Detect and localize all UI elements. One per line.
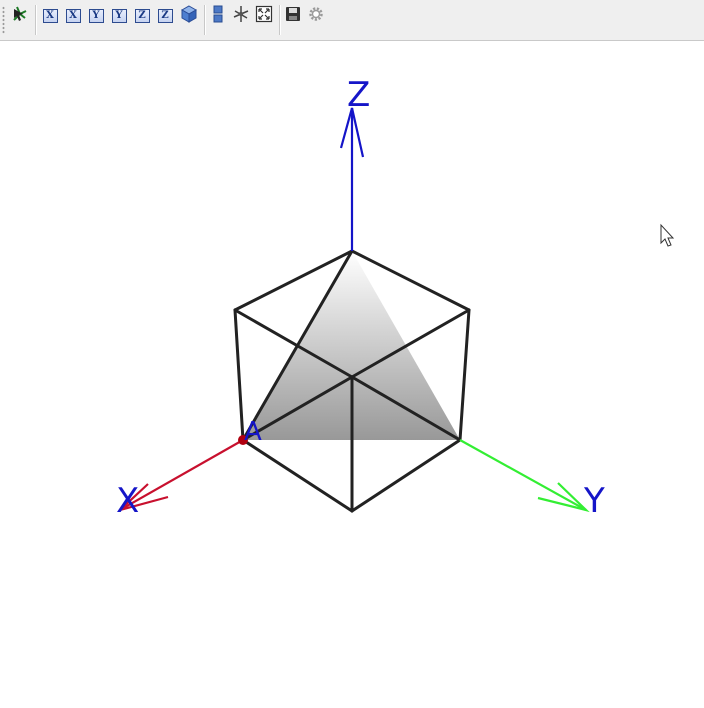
cube-edge[interactable] [350, 308, 471, 379]
triangle-edge[interactable] [241, 249, 354, 442]
view-from-y-icon: Y [88, 9, 104, 23]
point-a-label[interactable]: A [244, 417, 262, 447]
view-from-y-reverse-icon: Y [111, 9, 127, 23]
show-clipping-icon [211, 5, 225, 27]
cube-edge[interactable] [350, 249, 471, 312]
cube-edge[interactable] [458, 308, 471, 442]
move-graphics-view-button[interactable] [9, 6, 31, 26]
view-from-y-reverse-button[interactable]: Y [108, 6, 130, 26]
view-from-x-reverse-button[interactable]: X [62, 6, 84, 26]
cube-edge[interactable] [350, 375, 462, 442]
settings-button[interactable] [305, 6, 327, 26]
standard-view-button[interactable] [178, 5, 200, 27]
cube-edge[interactable] [241, 375, 354, 442]
settings-gear-icon [307, 5, 325, 27]
view-from-y-button[interactable]: Y [85, 6, 107, 26]
view-from-x-icon: X [42, 9, 58, 23]
toolbar-grip[interactable] [2, 6, 5, 34]
view-from-x-reverse-icon: X [65, 9, 81, 23]
rotate-view-button[interactable] [230, 6, 252, 26]
toolbar-separator [35, 5, 37, 35]
standard-view-cube-icon [180, 5, 198, 27]
zoom-to-fit-button[interactable] [253, 5, 275, 27]
cube-edge[interactable] [233, 308, 245, 442]
cube-edge[interactable] [233, 308, 354, 379]
point-a[interactable] [238, 435, 248, 445]
view-from-z-icon: Z [134, 9, 150, 23]
y-axis [459, 439, 590, 513]
move-graphics-view-icon [11, 5, 29, 27]
graphics-3d-view[interactable]: Z X Y A [0, 42, 704, 704]
zoom-to-fit-icon [255, 5, 273, 27]
rotate-view-icon [232, 5, 250, 27]
cube-edge[interactable] [233, 249, 354, 312]
graphics-toolbar: X X Y Y Z Z [0, 0, 704, 41]
show-clipping-button[interactable] [207, 5, 229, 27]
cube-edge[interactable] [241, 438, 354, 513]
save-button[interactable] [282, 6, 304, 26]
scene-svg: Z X Y A [116, 75, 675, 521]
toolbar-separator [279, 5, 281, 35]
toolbar-separator [204, 5, 206, 35]
view-from-x-button[interactable]: X [39, 6, 61, 26]
view-from-z-reverse-icon: Z [157, 9, 173, 23]
save-icon [285, 6, 301, 26]
view-from-z-button[interactable]: Z [131, 6, 153, 26]
mouse-cursor-icon [660, 223, 675, 247]
x-axis [119, 439, 244, 512]
z-axis [339, 107, 365, 251]
shaded-triangle-face[interactable] [243, 251, 460, 440]
cube-edge[interactable] [350, 438, 462, 513]
z-axis-label: Z [347, 75, 370, 115]
y-axis-label: Y [583, 481, 605, 521]
view-from-z-reverse-button[interactable]: Z [154, 6, 176, 26]
x-axis-label: X [116, 481, 139, 521]
